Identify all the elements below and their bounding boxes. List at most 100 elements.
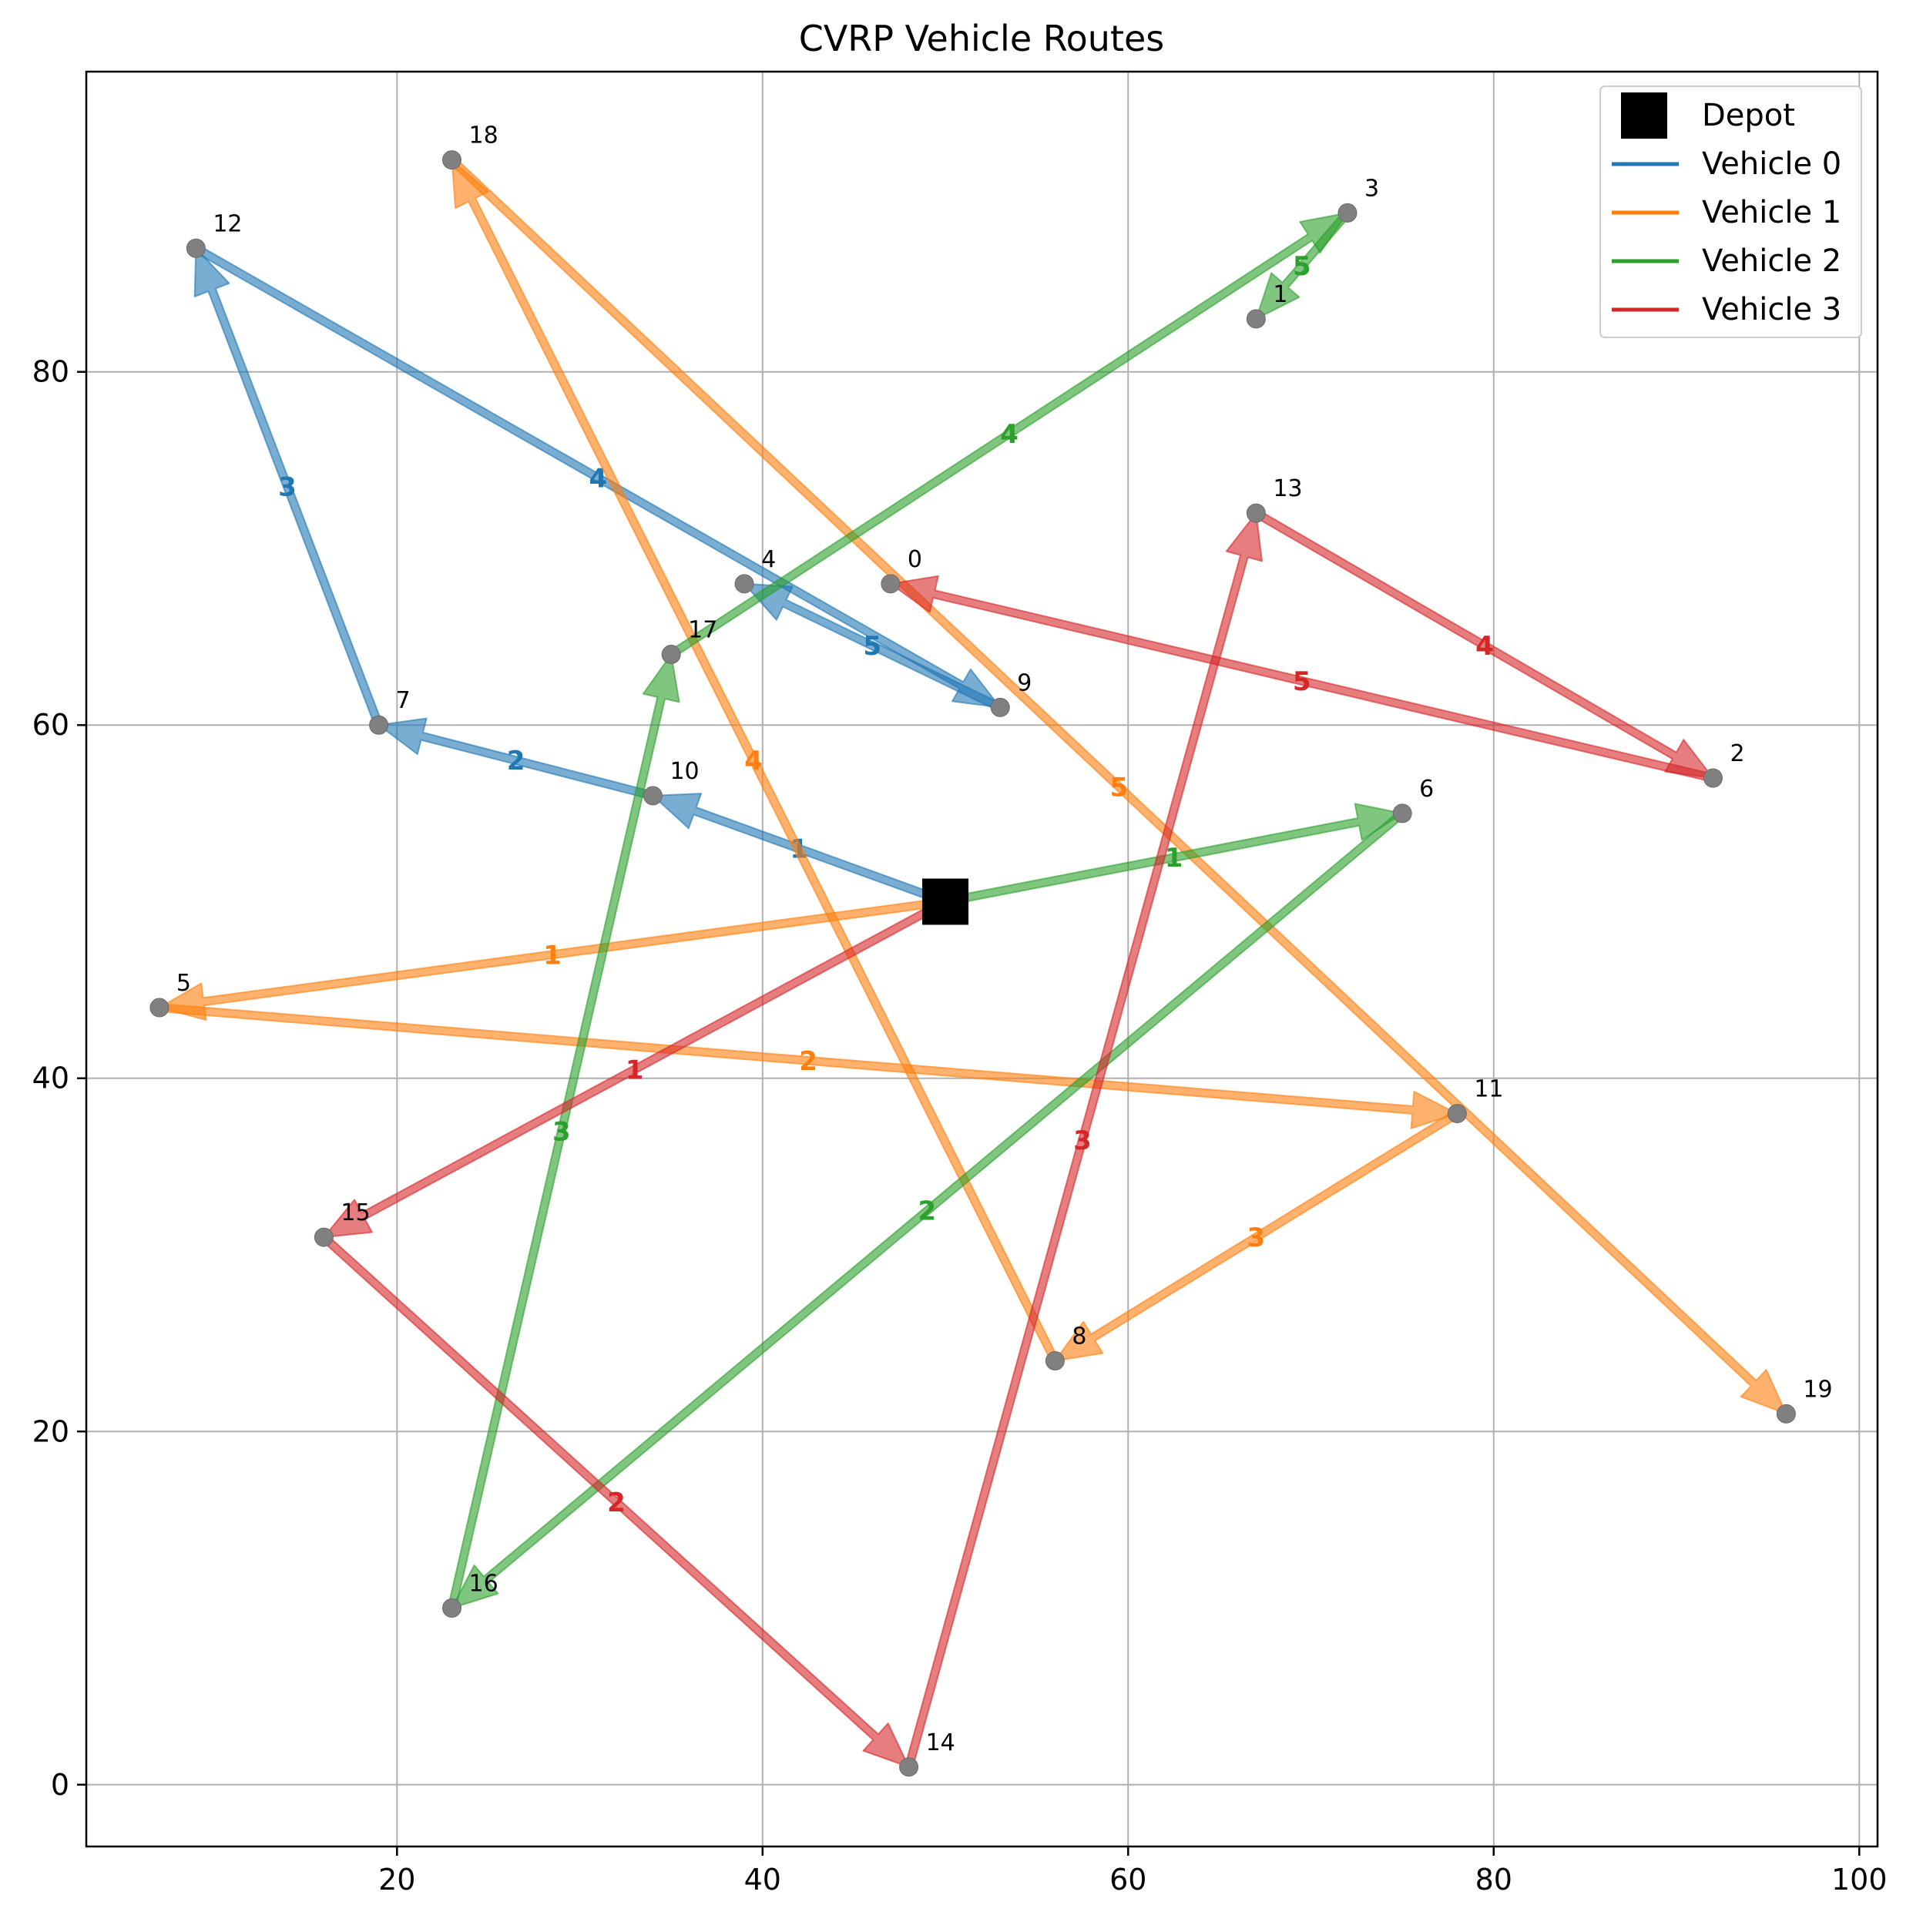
y-tick-label: 20 bbox=[32, 1414, 69, 1448]
route-arrow bbox=[944, 803, 1404, 907]
node-label: 16 bbox=[468, 1571, 498, 1598]
legend-series-label: Vehicle 3 bbox=[1702, 292, 1841, 327]
axes: 20 40 60 80 100 0 20 40 60 80 bbox=[32, 70, 1888, 1897]
customer-node bbox=[314, 1227, 334, 1247]
route-step-label: 3 bbox=[278, 472, 297, 503]
customer-node bbox=[734, 574, 754, 594]
legend-entry-vehicle-1: Vehicle 1 bbox=[1612, 195, 1841, 230]
node-label: 8 bbox=[1072, 1323, 1086, 1350]
customer-node bbox=[643, 786, 663, 806]
route-step-label: 5 bbox=[1293, 251, 1311, 282]
route-arrow bbox=[323, 897, 948, 1239]
customer-node bbox=[990, 697, 1010, 717]
customer-node bbox=[186, 238, 206, 258]
node-label: 13 bbox=[1273, 475, 1302, 502]
route-arrow bbox=[743, 582, 1003, 712]
legend-series-label: Vehicle 1 bbox=[1702, 195, 1841, 230]
node-label: 18 bbox=[468, 122, 498, 149]
customer-node bbox=[1337, 203, 1358, 223]
legend-entry-vehicle-0: Vehicle 0 bbox=[1612, 146, 1841, 182]
route-step-label: 4 bbox=[1475, 631, 1494, 662]
legend-depot-swatch bbox=[1621, 92, 1667, 139]
route-arrow bbox=[668, 212, 1348, 659]
route-arrow bbox=[904, 512, 1263, 1769]
customer-node bbox=[441, 1598, 461, 1618]
route-step-label: 1 bbox=[1165, 843, 1183, 874]
route-step-label: 5 bbox=[1293, 666, 1311, 697]
route-step-label: 4 bbox=[744, 746, 763, 776]
customer-node bbox=[1447, 1104, 1467, 1124]
legend: Depot Vehicle 0 Vehicle 1 Vehicle 2 Vehicle … bbox=[1599, 86, 1862, 338]
customer-node bbox=[881, 574, 901, 594]
route-arrow bbox=[1253, 508, 1714, 779]
route-arrow bbox=[1255, 210, 1351, 320]
customer-node bbox=[1776, 1404, 1796, 1424]
route-step-label: 2 bbox=[799, 1046, 817, 1077]
y-tick-label: 60 bbox=[32, 708, 69, 742]
customer-node bbox=[661, 645, 681, 665]
node-label: 19 bbox=[1803, 1376, 1832, 1403]
route-step-label: 1 bbox=[626, 1055, 644, 1085]
route-step-label: 3 bbox=[552, 1117, 571, 1148]
node-label: 3 bbox=[1364, 175, 1379, 202]
customer-node bbox=[441, 150, 461, 170]
node-label: 5 bbox=[176, 970, 191, 997]
route-step-label: 3 bbox=[1073, 1125, 1092, 1156]
route-arrow bbox=[451, 159, 1059, 1363]
route-vehicle-1: 1 2 3 4 5 bbox=[158, 156, 1787, 1415]
y-tick-label: 40 bbox=[32, 1062, 69, 1095]
node-label: 1 bbox=[1273, 281, 1287, 308]
x-tick-label: 40 bbox=[744, 1863, 781, 1897]
route-step-label: 4 bbox=[589, 463, 607, 494]
route-arrow bbox=[193, 247, 384, 727]
chart-title: CVRP Vehicle Routes bbox=[799, 18, 1165, 59]
x-tick-label: 80 bbox=[1475, 1863, 1512, 1897]
legend-depot-label: Depot bbox=[1702, 98, 1795, 133]
route-step-label: 3 bbox=[1247, 1223, 1266, 1253]
customer-node bbox=[1045, 1351, 1065, 1371]
customer-node bbox=[149, 998, 169, 1018]
customer-node bbox=[899, 1757, 919, 1777]
route-step-label: 2 bbox=[918, 1196, 936, 1227]
route-arrow bbox=[447, 653, 680, 1610]
customer-node bbox=[1703, 768, 1723, 788]
customer-node bbox=[1392, 803, 1412, 823]
customer-node bbox=[1246, 309, 1266, 329]
route-step-label: 2 bbox=[507, 746, 525, 776]
y-tick-label: 0 bbox=[51, 1768, 69, 1802]
route-arrow bbox=[889, 575, 1715, 783]
customer-node bbox=[369, 715, 389, 735]
route-step-label: 5 bbox=[863, 631, 881, 662]
legend-series-label: Vehicle 0 bbox=[1702, 146, 1841, 182]
x-tick-label: 100 bbox=[1831, 1863, 1888, 1897]
node-label: 15 bbox=[341, 1199, 370, 1226]
route-step-label: 1 bbox=[543, 940, 562, 971]
node-label: 10 bbox=[670, 758, 699, 785]
legend-box bbox=[1599, 86, 1862, 338]
route-arrow bbox=[158, 1003, 1458, 1129]
x-tick-label: 20 bbox=[378, 1863, 415, 1897]
route-arrow bbox=[378, 717, 655, 800]
node-label: 9 bbox=[1017, 669, 1032, 696]
route-vehicle-2: 1 2 3 4 5 bbox=[447, 210, 1406, 1610]
plot-frame bbox=[85, 70, 1879, 1848]
y-tick-label: 80 bbox=[32, 355, 69, 389]
node-label: 7 bbox=[396, 687, 411, 714]
node-label: 17 bbox=[688, 617, 717, 644]
legend-entry-depot: Depot bbox=[1621, 92, 1795, 139]
legend-entry-vehicle-2: Vehicle 2 bbox=[1612, 243, 1841, 279]
node-label: 14 bbox=[926, 1729, 955, 1756]
legend-entry-vehicle-3: Vehicle 3 bbox=[1612, 292, 1841, 327]
routes: 12345123451234512345 bbox=[158, 156, 1787, 1769]
route-step-label: 2 bbox=[607, 1488, 626, 1518]
node-label: 4 bbox=[761, 546, 776, 573]
route-arrow bbox=[451, 810, 1406, 1609]
node-label: 6 bbox=[1419, 776, 1434, 803]
route-arrow bbox=[448, 156, 1787, 1415]
x-tick-label: 60 bbox=[1109, 1863, 1146, 1897]
route-step-label: 5 bbox=[1110, 772, 1129, 803]
route-step-label: 4 bbox=[1000, 419, 1019, 450]
